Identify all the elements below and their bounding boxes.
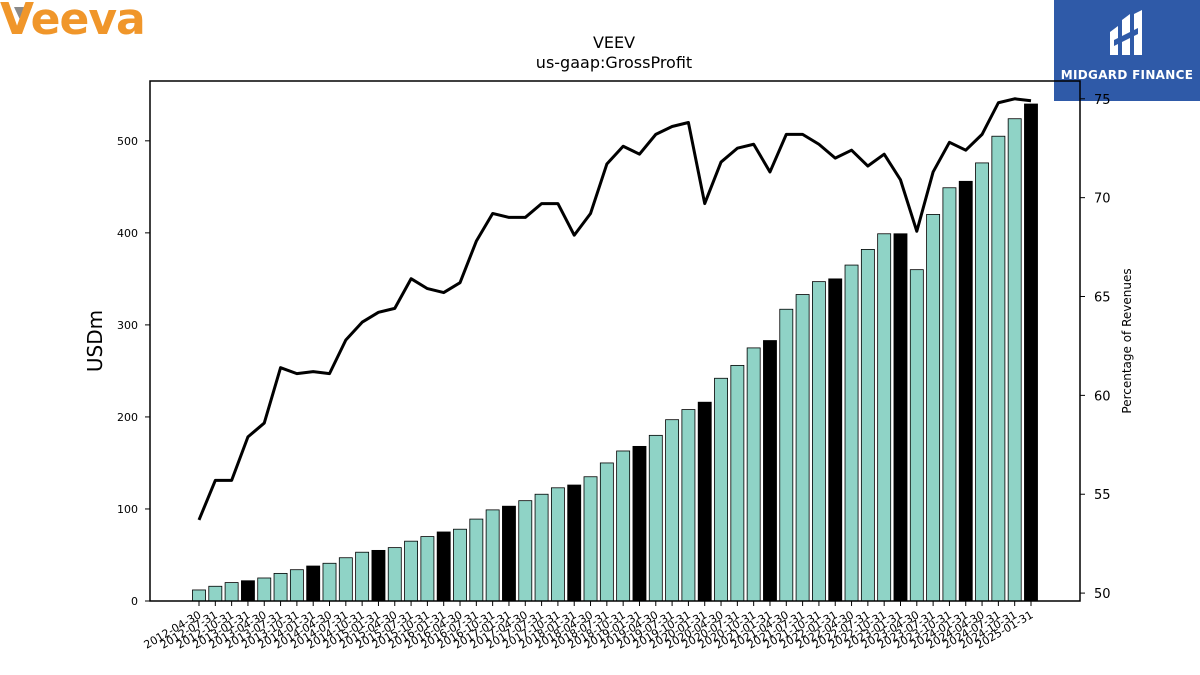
bar <box>241 580 255 602</box>
bar <box>877 233 892 602</box>
y2-tick-label: 75 <box>1094 93 1111 108</box>
bar <box>550 487 565 602</box>
bar <box>469 518 484 602</box>
midgard-logo-text: MIDGARD FINANCE <box>1060 68 1194 82</box>
bar <box>387 547 402 602</box>
bar <box>224 582 239 602</box>
bar <box>942 187 957 602</box>
y-tick-label: 400 <box>117 227 138 240</box>
bar <box>404 540 418 602</box>
y-tick-label: 100 <box>117 503 138 516</box>
veeva-logo: Veeva <box>0 0 180 60</box>
bar <box>746 347 761 602</box>
veeva-logo-chevron-icon <box>14 7 32 26</box>
bar <box>828 278 843 602</box>
bar <box>355 551 370 602</box>
bar <box>322 562 337 602</box>
bar <box>926 214 941 602</box>
bar <box>518 500 533 602</box>
y-axis-label: USDm <box>83 310 107 372</box>
y-tick-label: 300 <box>117 319 138 332</box>
y2-tick-label: 50 <box>1094 587 1111 602</box>
bar <box>1024 103 1038 602</box>
bar <box>192 589 206 602</box>
bar <box>795 294 810 602</box>
y2-tick-label: 70 <box>1094 192 1111 207</box>
y2-axis-label: Percentage of Revenues <box>1120 268 1134 413</box>
y-tick-label: 200 <box>117 411 138 424</box>
bar <box>665 419 680 602</box>
y2-tick-label: 60 <box>1094 389 1111 404</box>
bar <box>338 557 353 602</box>
bar <box>436 531 451 602</box>
bar <box>681 409 696 602</box>
bar <box>648 434 663 602</box>
bar <box>1007 118 1022 602</box>
bar <box>599 462 614 602</box>
bar <box>893 233 908 602</box>
bar <box>420 536 435 602</box>
line-series <box>197 97 1032 521</box>
y2-tick-label: 55 <box>1094 488 1111 503</box>
bar <box>371 549 386 602</box>
y-tick-label: 500 <box>117 135 138 148</box>
bar <box>273 572 288 602</box>
bar <box>909 269 924 602</box>
chart-title: VEEV <box>593 33 635 52</box>
y-tick-label: 0 <box>131 595 138 608</box>
bar <box>779 308 794 602</box>
bar <box>730 364 745 602</box>
y2-tick-label: 65 <box>1094 291 1111 306</box>
midgard-logo: MIDGARD FINANCE <box>1054 0 1200 101</box>
bar <box>534 493 549 602</box>
bar <box>502 505 516 602</box>
bar <box>453 528 467 602</box>
bar <box>860 249 875 602</box>
veeva-logo-text: Veeva <box>0 0 146 45</box>
percentage-line <box>197 97 1032 521</box>
bar <box>306 565 321 602</box>
axes: 01002003004005005055606570752012-04-3020… <box>117 80 1111 652</box>
midgard-emblem-icon <box>1110 10 1142 55</box>
bar-series <box>192 103 1038 602</box>
bar <box>844 264 859 602</box>
bar <box>583 476 598 602</box>
bar <box>763 340 777 602</box>
plot-frame <box>149 80 1081 602</box>
bar <box>208 585 223 602</box>
bar <box>812 281 826 602</box>
bar <box>289 569 304 602</box>
chart-subtitle: us-gaap:GrossProfit <box>536 53 692 72</box>
bar <box>697 401 712 602</box>
bar <box>975 162 989 602</box>
bar <box>567 484 582 602</box>
bar <box>958 180 973 602</box>
bar <box>991 135 1006 602</box>
bar <box>485 509 500 602</box>
bar <box>714 377 728 602</box>
bar <box>257 577 272 602</box>
bar <box>632 445 647 602</box>
bar <box>616 450 631 602</box>
